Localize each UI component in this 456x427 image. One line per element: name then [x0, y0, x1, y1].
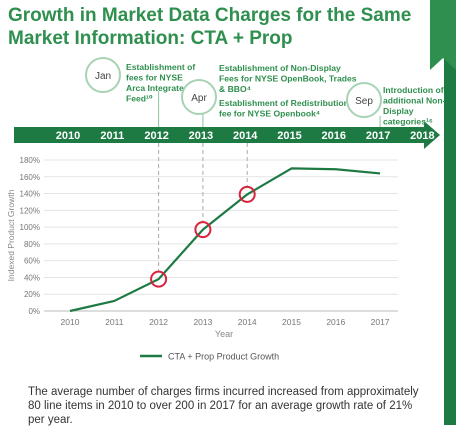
timeline-event-text: & BBO⁴ — [219, 84, 251, 94]
y-tick-label: 160% — [20, 173, 40, 182]
highlight-marker — [150, 270, 168, 288]
timeline-month-label: Jan — [95, 71, 111, 82]
y-tick-label: 100% — [20, 223, 40, 232]
y-tick-label: 60% — [24, 257, 40, 266]
timeline-bubble — [85, 57, 121, 93]
timeline-year-label: 2010 — [56, 130, 80, 142]
timeline-year-label: 2012 — [144, 130, 168, 142]
timeline-year-label: 2018 — [410, 130, 434, 142]
timeline-year-label: 2016 — [322, 130, 346, 142]
y-tick-label: 0% — [28, 307, 40, 316]
timeline-year-label: 2014 — [233, 130, 258, 142]
legend-label: CTA + Prop Product Growth — [168, 352, 279, 362]
page-title: Growth in Market Data Charges for the Sa… — [8, 5, 412, 49]
series-line — [69, 167, 381, 313]
timeline-month-label: Sep — [355, 96, 373, 107]
timeline-event-text: Establishment of — [126, 62, 195, 72]
highlight-marker — [194, 221, 212, 239]
x-tick-label: 2015 — [282, 317, 301, 327]
line-chart: 0% 20% 40% 60% 80% 100% 120% 140% 160% 180% 2010 20… — [6, 143, 398, 362]
x-tick-label: 2014 — [238, 317, 257, 327]
timeline-event-text: Fees for NYSE OpenBook, Trades — [219, 74, 357, 84]
timeline-event-text: Establishment of Non-Display — [219, 63, 341, 73]
timeline-year-label: 2011 — [100, 130, 124, 142]
timeline-event-text: Arca Integrated — [126, 83, 189, 93]
y-tick-label: 120% — [20, 206, 40, 215]
timeline-month-label: Apr — [191, 93, 207, 104]
chart: 2010 2011 2012 2013 2014 2015 2016 2017 2018 Jan E… — [6, 57, 446, 362]
timeline-year-label: 2015 — [277, 130, 301, 142]
timeline-event-text: Display — [383, 106, 414, 116]
y-tick-label: 180% — [20, 156, 40, 165]
corner-flag-icon — [430, 0, 456, 70]
timeline-bubble — [181, 79, 217, 115]
x-tick-label: 2010 — [61, 317, 80, 327]
timeline-event-text: fees for NYSE — [126, 73, 183, 83]
x-axis-title: Year — [215, 329, 233, 339]
timeline-bubble — [346, 82, 382, 118]
timeline-event-text: additional Non- — [383, 96, 446, 106]
right-accent-band — [444, 0, 456, 425]
timeline-year-label: 2013 — [189, 130, 213, 142]
timeline: 2010 2011 2012 2013 2014 2015 2016 2017 2018 Jan E… — [14, 57, 446, 149]
highlight-marker — [238, 185, 256, 203]
y-tick-label: 80% — [24, 240, 40, 249]
y-tick-label: 20% — [24, 290, 40, 299]
footer-text: The average number of charges firms incu… — [28, 386, 419, 426]
timeline-event-text: Establishment of Redistribution — [219, 98, 349, 108]
timeline-event-text: categories¹⁶ — [383, 117, 433, 127]
timeline-event-text: Introduction of — [383, 85, 444, 95]
x-tick-label: 2011 — [105, 317, 124, 327]
y-tick-label: 140% — [20, 190, 40, 199]
x-tick-label: 2017 — [371, 317, 390, 327]
x-tick-label: 2013 — [193, 317, 212, 327]
timeline-year-label: 2017 — [366, 130, 390, 142]
x-tick-label: 2016 — [326, 317, 345, 327]
x-tick-label: 2012 — [149, 317, 168, 327]
timeline-event-text: fee for NYSE Openbook⁴ — [219, 109, 320, 119]
timeline-arrow — [14, 121, 440, 149]
timeline-event-text: Feed¹⁰ — [126, 94, 153, 104]
y-axis-title: Indexed Product Growth — [6, 189, 16, 281]
y-tick-label: 40% — [24, 273, 40, 282]
